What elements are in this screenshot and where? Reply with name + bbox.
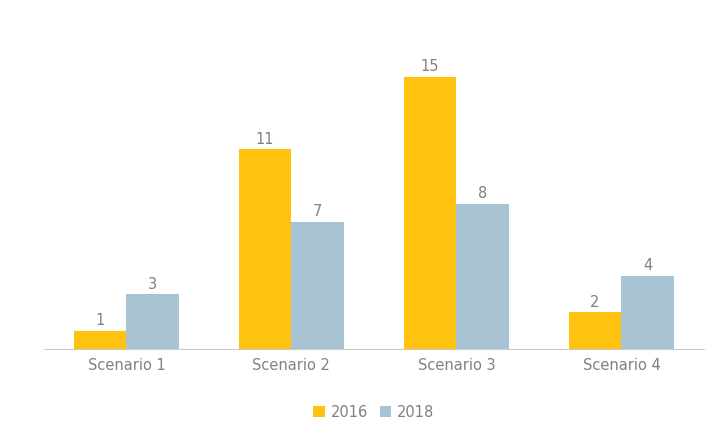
Text: 11: 11 [256,131,274,147]
Bar [404,77,457,349]
Text: 15: 15 [421,59,439,74]
Text: 7: 7 [313,204,322,219]
Bar [291,222,344,349]
Text: 3: 3 [148,277,158,291]
Text: 4: 4 [643,258,653,274]
Text: 8: 8 [478,186,487,201]
Bar [126,294,179,349]
Bar [239,149,291,349]
Text: 2: 2 [590,295,600,310]
Text: 1: 1 [95,313,105,328]
Bar [457,204,509,349]
Bar [73,330,126,349]
Legend: 2016, 2018: 2016, 2018 [314,405,434,420]
Bar [621,276,674,349]
Bar [568,312,621,349]
